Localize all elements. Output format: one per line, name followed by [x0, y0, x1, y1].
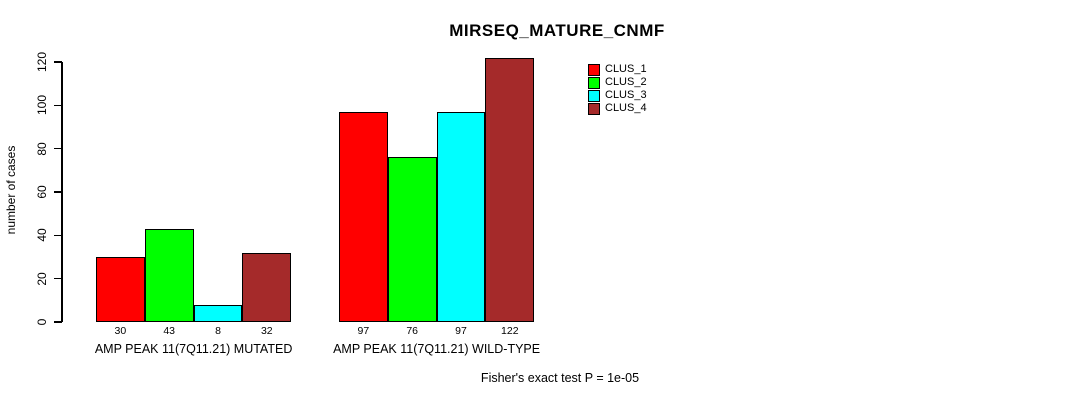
bar-clus_1-group1	[96, 257, 145, 322]
legend-swatch-icon	[588, 76, 600, 89]
y-tick-label: 120	[35, 51, 49, 73]
bar-value-label: 97	[357, 325, 370, 337]
bar-value-label: 76	[406, 325, 419, 337]
bar-value-label: 122	[501, 325, 519, 337]
bar-clus_4-group2	[485, 57, 535, 322]
bar-value-label: 97	[455, 325, 467, 337]
bar-value-label: 32	[260, 325, 273, 337]
legend-row: CLUS_4	[588, 102, 647, 115]
y-tick-label: 80	[35, 141, 49, 156]
legend: CLUS_1 CLUS_2 CLUS_3 CLUS_4	[588, 63, 647, 115]
y-tick-mark	[54, 61, 62, 63]
y-tick-label: 60	[35, 185, 49, 199]
legend-row: CLUS_3	[588, 89, 647, 102]
bar-clus_1-group2	[339, 111, 388, 322]
y-tick-mark	[54, 191, 62, 193]
legend-label: CLUS_4	[605, 102, 647, 114]
y-tick-mark	[54, 321, 62, 323]
legend-row: CLUS_1	[588, 63, 647, 76]
bar-value-label: 8	[215, 325, 221, 337]
legend-label: CLUS_1	[605, 63, 647, 75]
bar-value-label: 30	[114, 325, 127, 337]
y-axis-label: number of cases	[4, 145, 18, 235]
category-label: AMP PEAK 11(7Q11.21) WILD-TYPE	[333, 342, 541, 356]
bar-clus_2-group2	[387, 157, 437, 322]
legend-swatch-icon	[588, 89, 600, 102]
legend-label: CLUS_2	[605, 76, 647, 88]
y-tick-mark	[54, 147, 62, 150]
chart-title: MIRSEQ_MATURE_CNMF	[449, 21, 665, 40]
legend-swatch-icon	[588, 63, 600, 76]
category-label: AMP PEAK 11(7Q11.21) MUTATED	[94, 342, 293, 356]
legend-row: CLUS_2	[588, 76, 647, 89]
y-tick-label: 0	[35, 318, 49, 326]
y-tick-mark	[54, 104, 62, 107]
bar-clus_3-group1	[193, 304, 243, 322]
y-tick-label: 20	[35, 271, 49, 286]
stat-annotation: Fisher's exact test P = 1e-05	[480, 371, 640, 385]
y-tick-mark	[54, 234, 62, 237]
bar-clus_4-group1	[242, 252, 292, 322]
legend-label: CLUS_3	[605, 89, 647, 101]
bar-clus_2-group1	[144, 228, 194, 322]
legend-swatch-icon	[588, 102, 600, 115]
y-tick-label: 40	[35, 228, 49, 243]
y-tick-mark	[54, 277, 62, 280]
bar-clus_3-group2	[436, 111, 486, 322]
y-tick-label: 100	[35, 95, 49, 116]
bar-value-label: 43	[163, 325, 176, 337]
